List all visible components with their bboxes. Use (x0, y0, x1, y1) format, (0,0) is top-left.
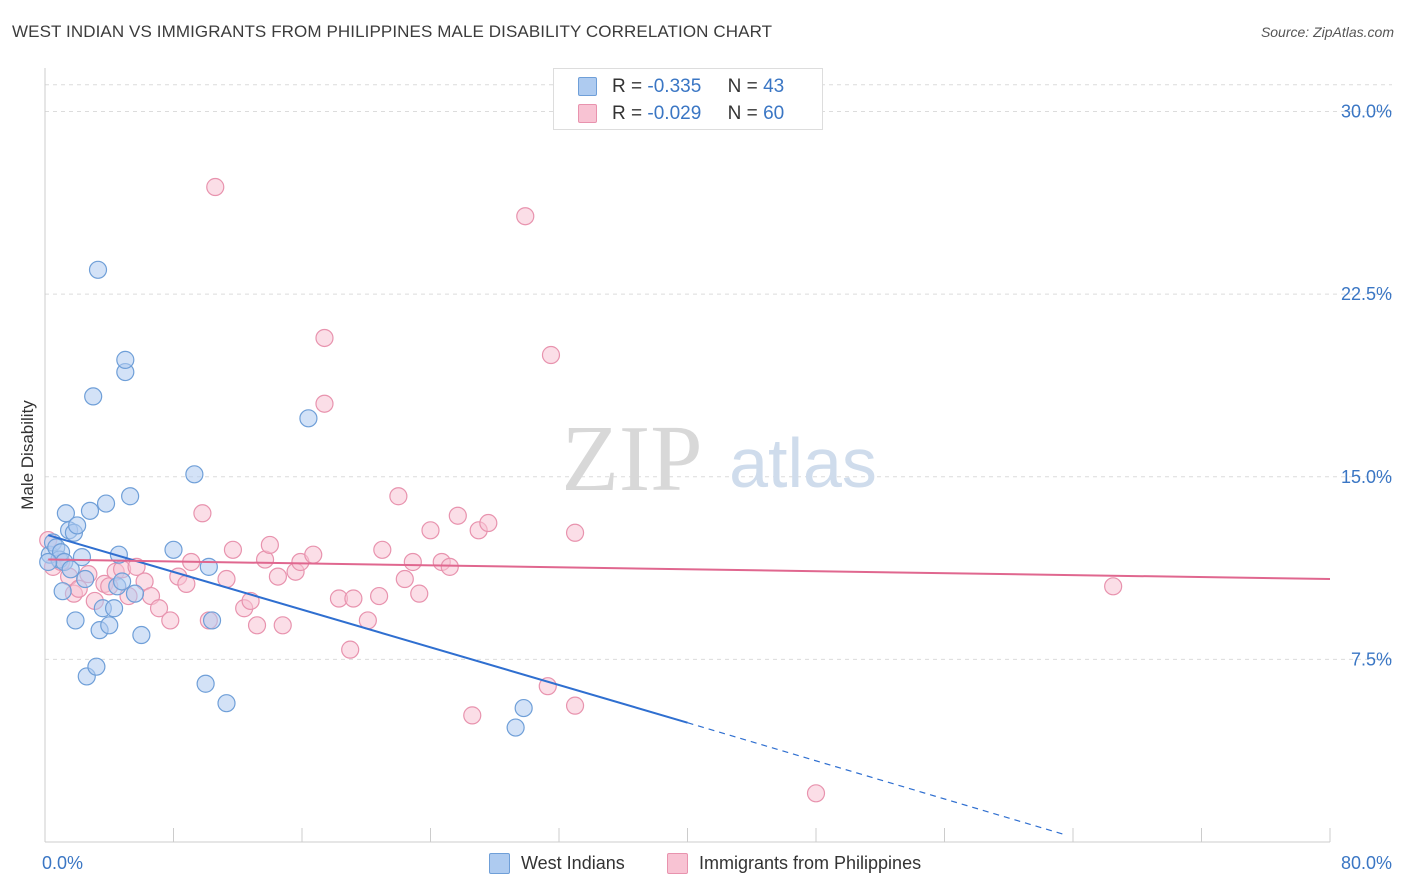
west-indians-point (53, 582, 72, 601)
philippines-point (1104, 577, 1123, 596)
philippines-point (421, 521, 440, 540)
n-label: N = (727, 76, 758, 97)
west-indians-point (125, 584, 145, 603)
philippines-point (247, 616, 267, 635)
west-indians-point (112, 572, 132, 591)
philippines-point (565, 696, 585, 715)
watermark-atlas: atlas (729, 424, 877, 502)
legend-label: Immigrants from Philippines (699, 853, 922, 873)
west-indians-swatch-icon (578, 77, 597, 96)
x-tick-label: 80.0% (1341, 853, 1392, 873)
west-indians-trend-extension (687, 722, 1066, 836)
philippines-point (273, 616, 292, 635)
r-value: -0.335 (647, 76, 702, 97)
philippines-point (410, 584, 429, 603)
philippines-point (149, 599, 169, 618)
n-label: N = (727, 103, 758, 124)
y-tick-label: 22.5% (1341, 284, 1392, 304)
points-layer (39, 177, 1123, 803)
west-indians-trend-line (47, 534, 688, 724)
west-indians-point (88, 260, 108, 279)
west-indians-point (56, 504, 75, 523)
west-indians-point (132, 625, 151, 645)
west-indians-point (299, 409, 318, 428)
grid-layer (45, 84, 1392, 660)
west-indians-point (121, 487, 140, 506)
west-indians-point (100, 616, 119, 635)
philippines-point (541, 345, 561, 365)
stats-box: R = -0.335 N = 43 R = -0.029 N = 60 (553, 68, 823, 130)
west-indians-point (66, 611, 85, 630)
philippines-point (315, 328, 334, 348)
west-indians-point (514, 698, 533, 718)
philippines-point (806, 784, 826, 803)
philippines-point (370, 586, 389, 606)
philippines-point (223, 540, 243, 559)
west-indians-point (196, 674, 215, 693)
r-value: -0.029 (647, 103, 702, 124)
west-indians-point (72, 548, 92, 567)
n-value: 60 (763, 103, 785, 124)
n-value: 43 (763, 76, 785, 97)
source-label: Source: ZipAtlas.com (1260, 24, 1394, 40)
philippines-point (403, 552, 422, 572)
philippines-point (260, 535, 279, 555)
west-indians-point (96, 494, 116, 513)
philippines-point (268, 567, 288, 586)
r-label: R = (612, 76, 643, 97)
axis-layer (44, 68, 1331, 843)
west-indians-point (84, 387, 103, 406)
west-indians-point (80, 501, 100, 520)
philippines-point (389, 487, 408, 506)
west-indians-point (202, 611, 222, 630)
philippines-point (448, 506, 467, 525)
philippines-point (161, 611, 180, 630)
watermark-zip: ZIP (562, 407, 703, 511)
philippines-point (344, 589, 363, 608)
y-axis-title: Male Disability (18, 400, 37, 510)
west-indians-point (87, 657, 106, 676)
r-label: R = (612, 103, 643, 124)
philippines-trend-line (48, 558, 1331, 581)
west-indians-point (506, 718, 525, 737)
west-indians-point (164, 540, 183, 559)
philippines-point (304, 545, 323, 564)
y-tick-label: 7.5% (1351, 649, 1392, 669)
y-tick-label: 15.0% (1341, 467, 1392, 487)
tick-label-layer: 7.5% 15.0% 22.5% 30.0% 0.0% 80.0% (42, 102, 1392, 873)
philippines-point (479, 513, 498, 533)
philippines-point (516, 207, 535, 226)
west-indians-point (68, 516, 87, 535)
philippines-point (206, 177, 225, 197)
philippines-point (395, 569, 414, 589)
west-indians-point (76, 569, 95, 589)
chart-title: WEST INDIAN VS IMMIGRANTS FROM PHILIPPIN… (12, 22, 773, 41)
west-indians-point (39, 552, 58, 572)
west-indians-point (185, 465, 204, 484)
legend-label: West Indians (521, 853, 625, 873)
x-tick-label: 0.0% (42, 853, 83, 873)
philippines-swatch-icon (578, 104, 597, 123)
philippines-point (565, 523, 585, 542)
west-indians-point (116, 350, 135, 369)
west-indians-point (104, 599, 124, 618)
philippines-point (463, 706, 482, 725)
west-indians-point (109, 545, 128, 564)
west-indians-legend-icon (489, 853, 510, 874)
philippines-point (440, 557, 459, 576)
trend-layer (47, 534, 1331, 836)
west-indians-point (217, 694, 236, 713)
philippines-legend-icon (667, 853, 688, 874)
philippines-point (315, 394, 334, 413)
philippines-point (373, 540, 392, 559)
philippines-point (193, 504, 212, 523)
philippines-point (341, 640, 360, 659)
y-tick-label: 30.0% (1341, 102, 1392, 122)
